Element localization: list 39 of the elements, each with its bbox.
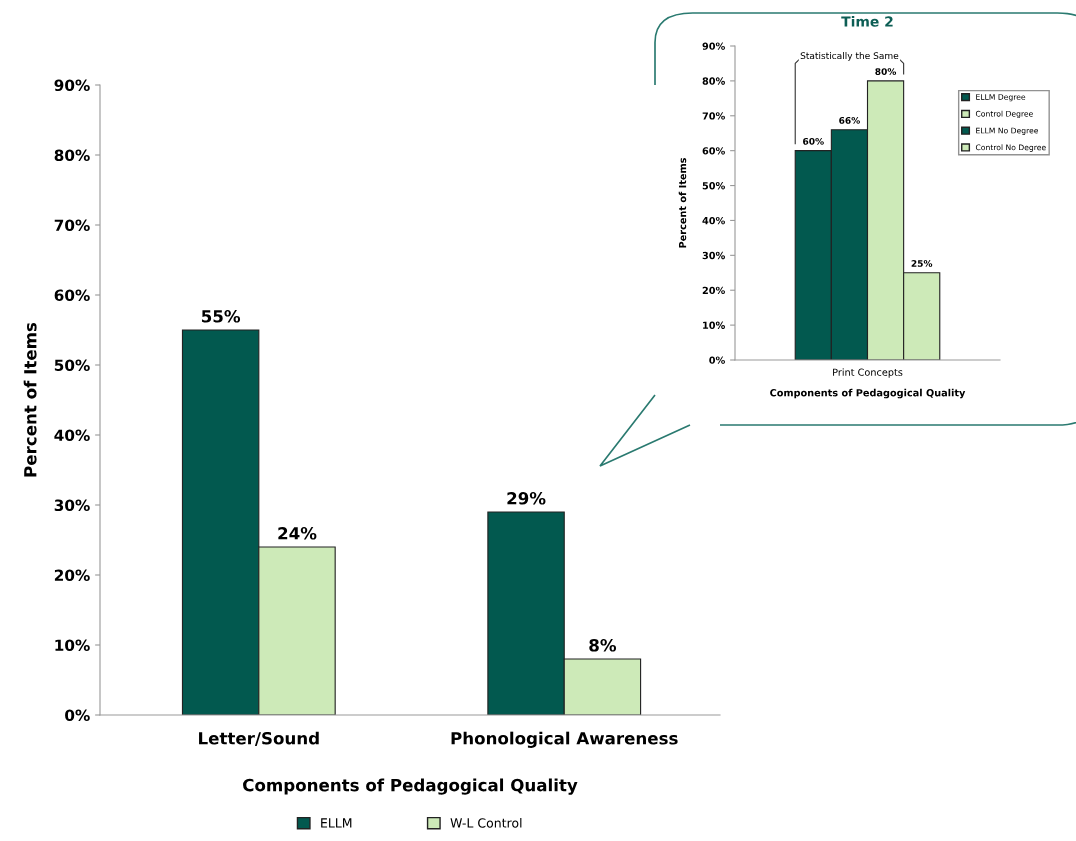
data-label: 55%: [201, 310, 241, 323]
y-tick-label: 0%: [65, 709, 90, 722]
y-tick-label: 0%: [709, 356, 725, 364]
legend-label: ELLM: [321, 818, 352, 828]
data-label: 24%: [278, 527, 317, 540]
y-tick-label: 80%: [702, 77, 725, 85]
y-axis-title: Percent of Items: [23, 322, 37, 477]
x-axis-title: Components of Pedagogical Quality: [770, 388, 966, 399]
y-tick-label: 40%: [702, 216, 725, 225]
y-tick-label: 20%: [54, 569, 90, 582]
y-tick-label: 70%: [54, 219, 90, 232]
y-tick-label: 90%: [702, 42, 725, 50]
chart-title: Time 2: [841, 16, 893, 27]
y-tick-label: 80%: [54, 149, 90, 162]
y-tick-label: 60%: [54, 289, 90, 302]
data-label: 80%: [875, 68, 897, 75]
data-label: 66%: [839, 116, 860, 124]
y-tick-label: 90%: [54, 79, 90, 92]
data-label: 25%: [911, 260, 933, 267]
y-tick-label: 50%: [702, 182, 725, 190]
x-tick-label: Print Concepts: [833, 368, 903, 378]
x-tick-label: Letter/Sound: [199, 731, 319, 746]
x-tick-label: Phonological Awareness: [451, 731, 678, 748]
y-axis-title: Percent of Items: [678, 158, 687, 248]
y-tick-label: 60%: [702, 147, 725, 155]
y-tick-label: 50%: [54, 359, 90, 372]
y-tick-label: 30%: [702, 251, 725, 260]
legend-label: W-L Control: [450, 817, 522, 828]
y-tick-label: 30%: [54, 499, 90, 512]
y-tick-label: 20%: [702, 286, 725, 295]
y-tick-label: 10%: [703, 321, 725, 329]
y-tick-label: 10%: [55, 639, 90, 652]
data-label: 29%: [507, 492, 546, 505]
y-tick-label: 40%: [54, 429, 90, 442]
data-label: 60%: [803, 137, 824, 145]
x-axis-title: Components of Pedagogical Quality: [243, 778, 578, 795]
annotation: Statistically the Same: [800, 52, 899, 61]
data-label: 8%: [589, 639, 617, 652]
y-tick-label: 70%: [702, 112, 725, 120]
